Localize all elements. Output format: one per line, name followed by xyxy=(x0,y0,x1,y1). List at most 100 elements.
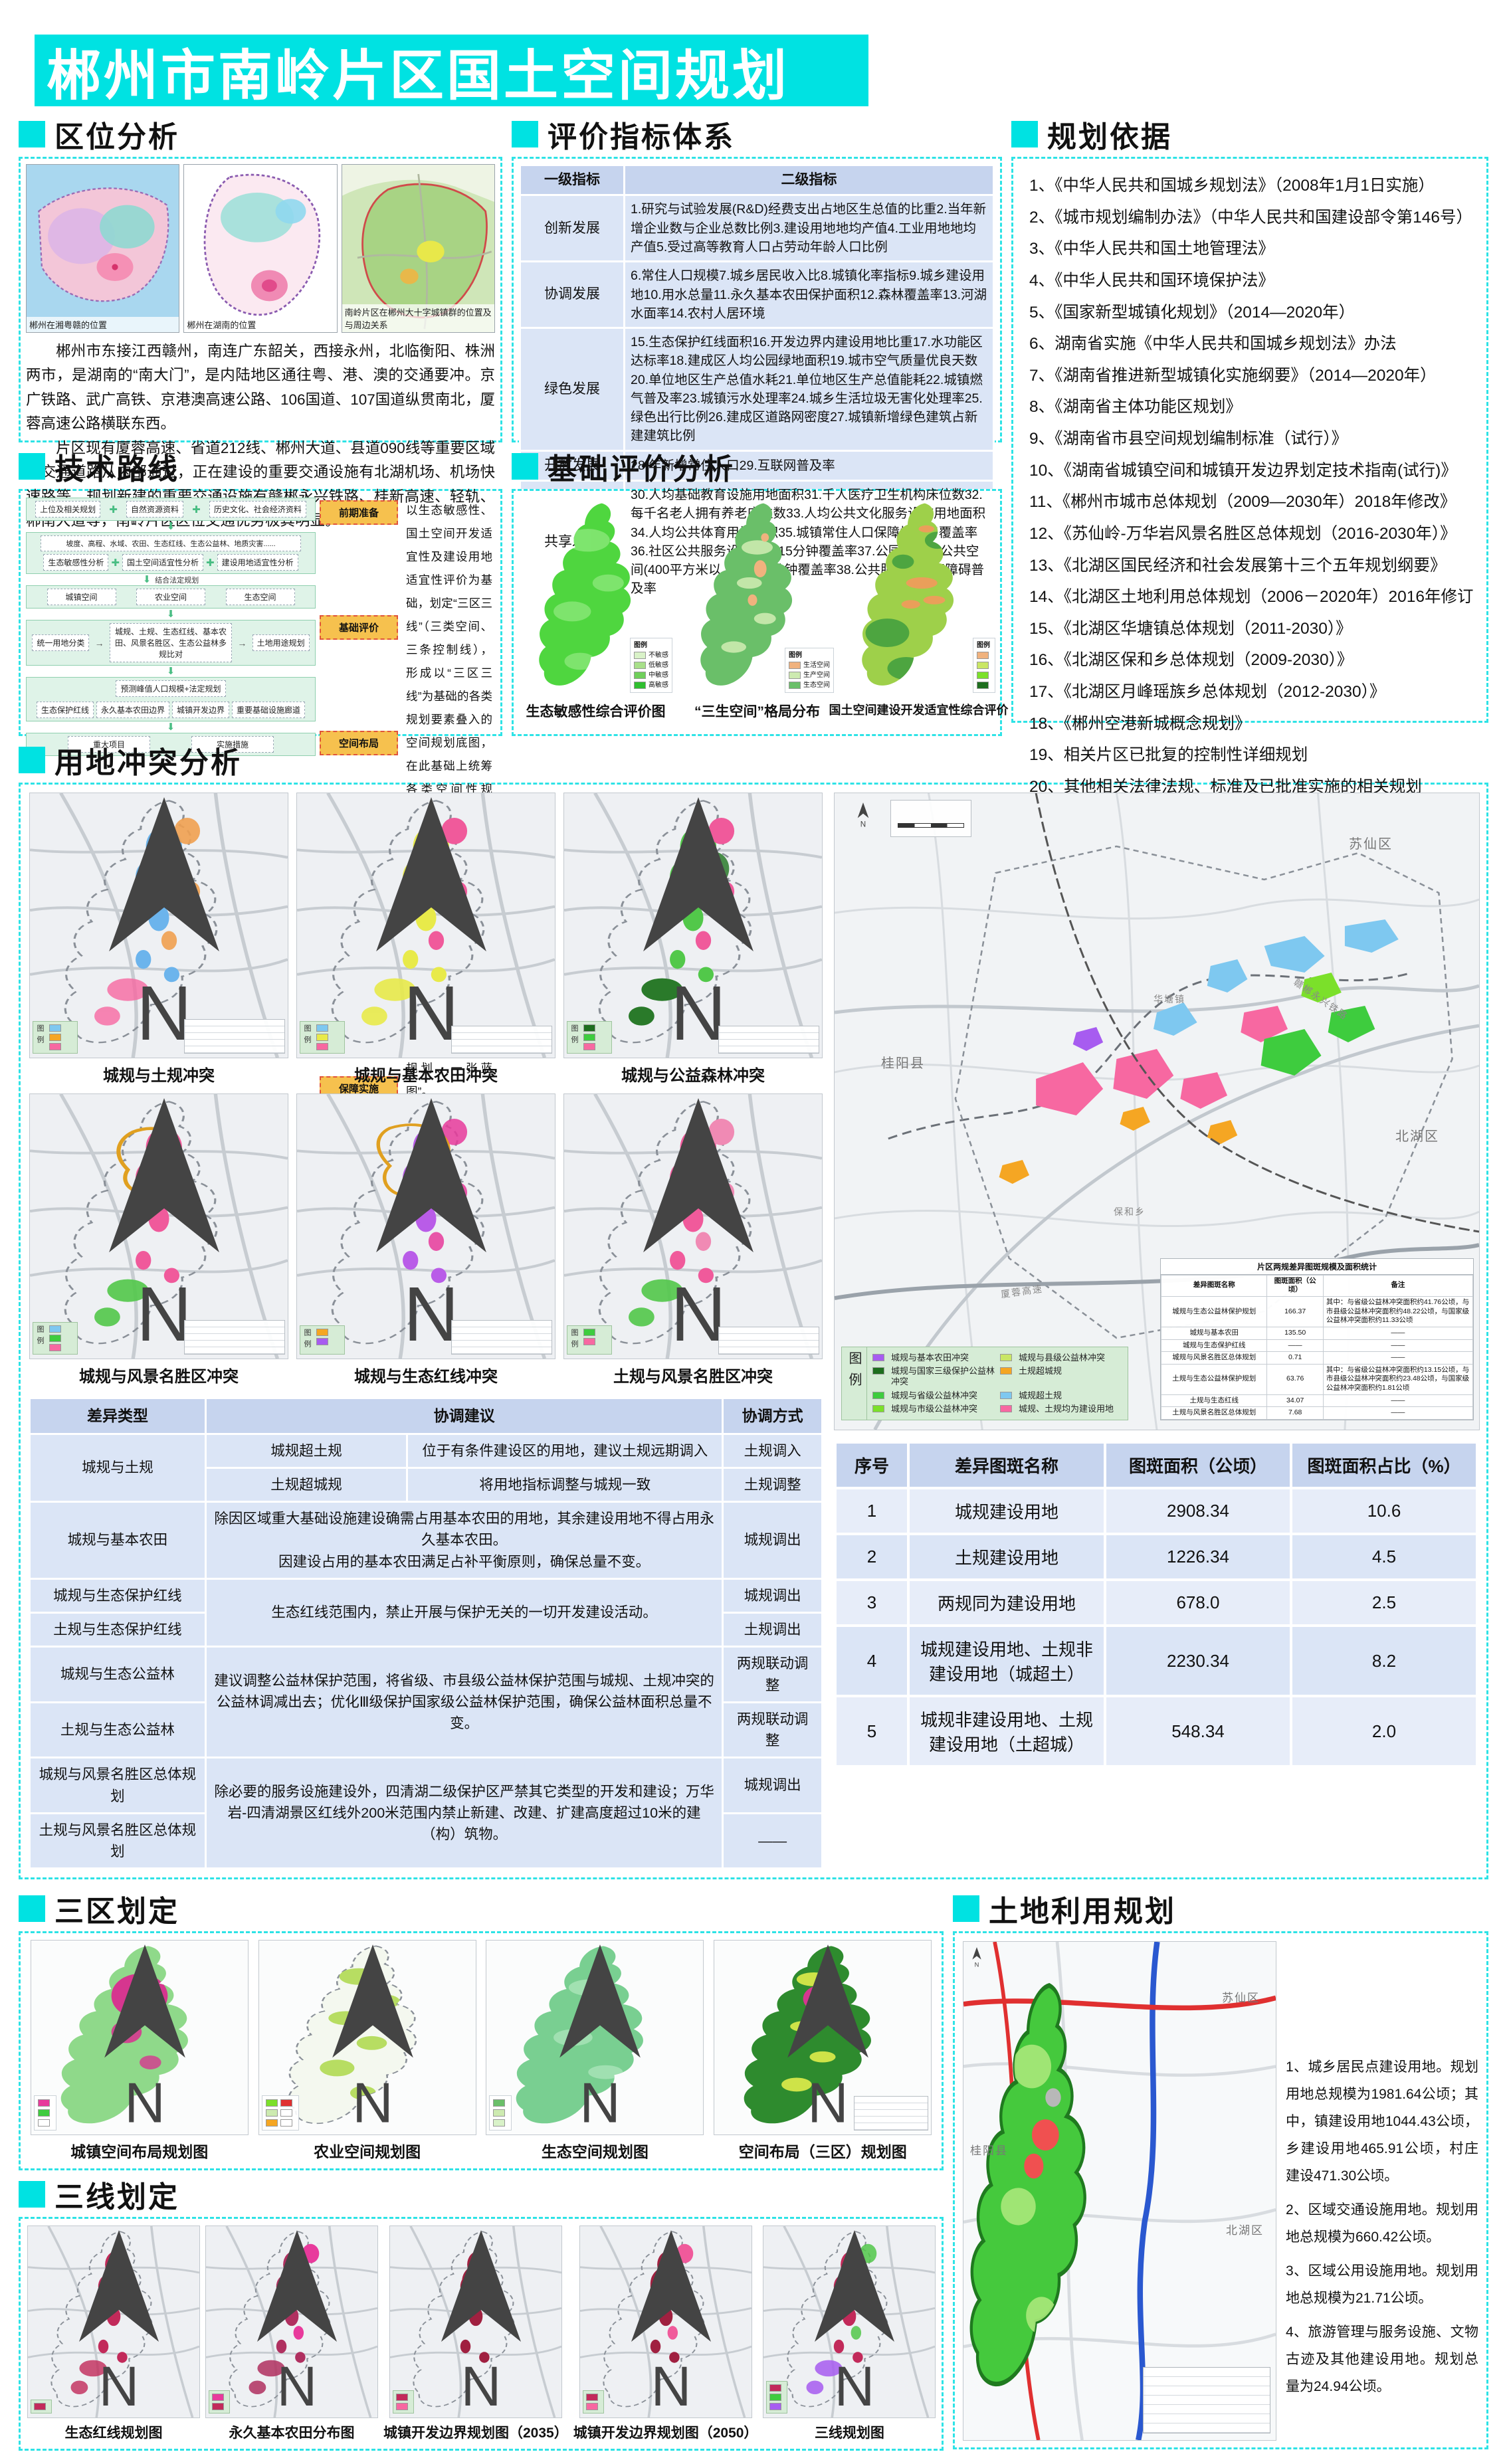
legend-swatch xyxy=(872,1391,884,1399)
stage-chip: 前期准备 xyxy=(320,500,398,525)
legend-swatch xyxy=(585,2394,598,2402)
diff-advice: 生态红线范围内，禁止开展与保护无关的一切开发建设活动。 xyxy=(204,1577,724,1648)
map-caption: 土规与风景名胜区冲突 xyxy=(613,1368,773,1386)
col-header: 协调建议 xyxy=(204,1397,724,1435)
diff-mode: 两规联动调整 xyxy=(722,1701,823,1759)
map-legend xyxy=(392,2390,414,2414)
flowchart: 上位及相关规划 ✚ 自然资源资料 ✚ 历史文化、社会经济资料 ⬇ 坡度、高程、水… xyxy=(26,498,316,1103)
legend-title: 图例 xyxy=(634,642,647,649)
flow-box: 城镇空间 xyxy=(47,589,116,605)
legend-swatch xyxy=(634,661,646,669)
map-three-lines: 三线规划图 xyxy=(763,2226,936,2442)
map-stats-mini-table xyxy=(718,1327,819,1355)
sanqu-panel: 城镇空间布局规划图 xyxy=(19,1931,944,2171)
indicator-detail: 1.研究与试验发展(R&D)经费支出占地区生总值的比重2.当年新增企业数与企业总… xyxy=(623,194,995,263)
diff-advice: 除必要的服务设施建设外，四清湖二级保护区严禁其它类型的开发和建设；万华岩-四清湖… xyxy=(204,1756,724,1870)
sanxian-panel: 生态红线规划图 xyxy=(19,2217,944,2451)
diff-mode: 两规联动调整 xyxy=(722,1646,823,1703)
diff-type: 城规与土规 xyxy=(29,1432,207,1503)
legend-swatch xyxy=(583,1043,595,1050)
legend-swatch xyxy=(769,2403,782,2411)
section-marker-icon xyxy=(512,121,538,147)
col-header: 差异类型 xyxy=(29,1397,207,1435)
map-legend: 图例 xyxy=(567,1021,612,1054)
section-title: 区位分析 xyxy=(54,121,179,153)
map-legend: 图例 生活空间 生产空间 生态空间 xyxy=(785,648,834,693)
section-title: 用地冲突分析 xyxy=(54,747,242,779)
diff-type: 城规与风景名胜区总体规划 xyxy=(29,1756,207,1814)
list-item: 14、《北湖区土地利用总体规划（2006－2020年）2016年修订版》 xyxy=(1029,588,1473,607)
map-three-zones: 空间布局（三区）规划图 xyxy=(714,1940,932,2162)
list-item: 13、《北湖区国民经济和社会发展第十三个五年规划纲要》 xyxy=(1029,556,1447,575)
down-arrow-icon: ⬇ xyxy=(166,521,175,532)
legend-swatch xyxy=(49,1034,61,1041)
flow-box: 生态保护红线 xyxy=(36,702,94,718)
indicator-detail: 15.生态保护红线面积16.开发边界内建设用地比重17.水功能区达标率18.建成… xyxy=(623,327,995,452)
north-arrow-icon xyxy=(257,2230,337,2418)
land-use-notes: 1、城乡居民点建设用地。规划用地总规模为1981.64公顷；其中，镇建设用地10… xyxy=(1286,1941,1478,2439)
flow-box: 实施措施 xyxy=(191,736,274,753)
table-row: 4 城规建设用地、土规非建设用地（城超土） 2230.34 8.2 xyxy=(834,1624,1478,1697)
planning-basis-list: 1、《中华人民共和国城乡规划法》（2008年1月1日实施） 2、《城市规划编制办… xyxy=(1029,176,1473,798)
list-item: 6、湖南省实施《中华人民共和国城乡规划法》办法 xyxy=(1029,335,1397,353)
map-label: 苏仙区 xyxy=(1222,1992,1260,2005)
north-arrow-icon xyxy=(559,1944,641,2135)
diff-type: 城规与基本农田 xyxy=(29,1501,207,1580)
north-arrow-icon xyxy=(857,803,869,829)
note-item: 2、区域交通设施用地。规划用地总规模为660.42公顷。 xyxy=(1286,2202,1478,2245)
map-caption: 永久基本农田分布图 xyxy=(229,2425,355,2441)
flow-box: 上位及相关规划 xyxy=(35,501,101,518)
flow-box: 统一用地分类 xyxy=(32,634,90,651)
legend-swatch xyxy=(977,681,989,689)
table-row: 1 城规建设用地 2908.34 10.6 xyxy=(834,1487,1478,1535)
flow-box: 重大项目 xyxy=(68,736,150,753)
list-item: 10、《湖南省城镇空间和城镇开发边界划定技术指南(试行)》 xyxy=(1029,461,1457,480)
legend-swatch xyxy=(49,1043,61,1050)
quwei-panel: 郴州在湘粤赣的位置 郴州在湖南的位置 xyxy=(19,157,502,529)
legend-swatch xyxy=(634,681,646,689)
map-eco-sensitivity: 图例 不敏感 低敏感 中敏感 高敏感 生态敏感性综合评价图 xyxy=(518,498,674,731)
map-dev-boundary-2035: 城镇开发边界规划图（2035） xyxy=(383,2226,568,2442)
north-arrow-icon xyxy=(643,1098,754,1357)
north-arrow-icon xyxy=(104,1944,185,2135)
down-arrow-icon: ⬇ 结合法定规划 xyxy=(142,574,199,585)
title-bar: 郴州市南岭片区国土空间规划 xyxy=(35,35,868,106)
legend-swatch xyxy=(789,681,801,689)
legend-swatch xyxy=(280,2099,292,2107)
flow-box: 生态敏感性分析 xyxy=(43,554,109,571)
map-chenzhou-in-hunan: 郴州在湖南的位置 xyxy=(183,164,338,333)
diff-type: 城规与生态保护红线 xyxy=(29,1577,207,1614)
legend-swatch xyxy=(49,1344,61,1351)
conflict-overview-map: 苏仙区 桂阳县 北湖区 华塘镇 保和乡 赣郴永兴铁路 厦蓉高速 图例 城规与基本… xyxy=(834,793,1480,1430)
flow-box: 城规、土规、生态红线、基本农田、风景名胜区、生态公益林多规比对 xyxy=(110,623,232,662)
map-caption: 郴州在湖南的位置 xyxy=(184,317,337,332)
legend-swatch xyxy=(585,2403,598,2411)
list-item: 19、相关片区已批复的控制性详细规划 xyxy=(1029,746,1308,765)
list-item: 16、《北湖区保和乡总体规划（2009-2030）》 xyxy=(1029,651,1354,670)
stage-chip: 基础评价 xyxy=(320,615,398,640)
list-item: 8、《湖南省主体功能区规划》 xyxy=(1029,398,1242,417)
diff-advice: 将用地指标调整与城规一致 xyxy=(406,1466,724,1503)
legend-swatch xyxy=(395,2394,408,2402)
map-caption: 城规与公益森林冲突 xyxy=(621,1067,765,1085)
legend-swatch xyxy=(49,1024,61,1032)
map-legend: 图例 xyxy=(973,638,995,693)
north-arrow-icon xyxy=(79,2230,159,2418)
diff-sub: 土规超城规 xyxy=(204,1466,409,1503)
section-header-jishu: 技术路线 xyxy=(19,449,502,486)
map-label: 华塘镇 xyxy=(1154,994,1185,1004)
list-item: 4、《中华人民共和国环境保护法》 xyxy=(1029,271,1274,290)
legend-title: 图例 xyxy=(789,652,802,659)
section-header-sanqu: 三区划定 xyxy=(19,1891,944,1928)
map-caption: 生态红线规划图 xyxy=(64,2425,163,2441)
map-legend xyxy=(33,2095,56,2131)
legend-swatch xyxy=(316,1024,328,1032)
map-caption: 空间布局（三区）规划图 xyxy=(738,2143,907,2161)
diff-mode: —— xyxy=(722,1812,823,1870)
conflict-map-3: 图例 城规与公益森林冲突 xyxy=(563,793,823,1087)
list-item: 5、《国家新型城镇化规划》（2014—2020年） xyxy=(1029,303,1356,322)
map-caption: 农业空间规划图 xyxy=(314,2143,421,2161)
section-title: 三区划定 xyxy=(54,1895,179,1929)
map-graphic xyxy=(27,165,179,332)
